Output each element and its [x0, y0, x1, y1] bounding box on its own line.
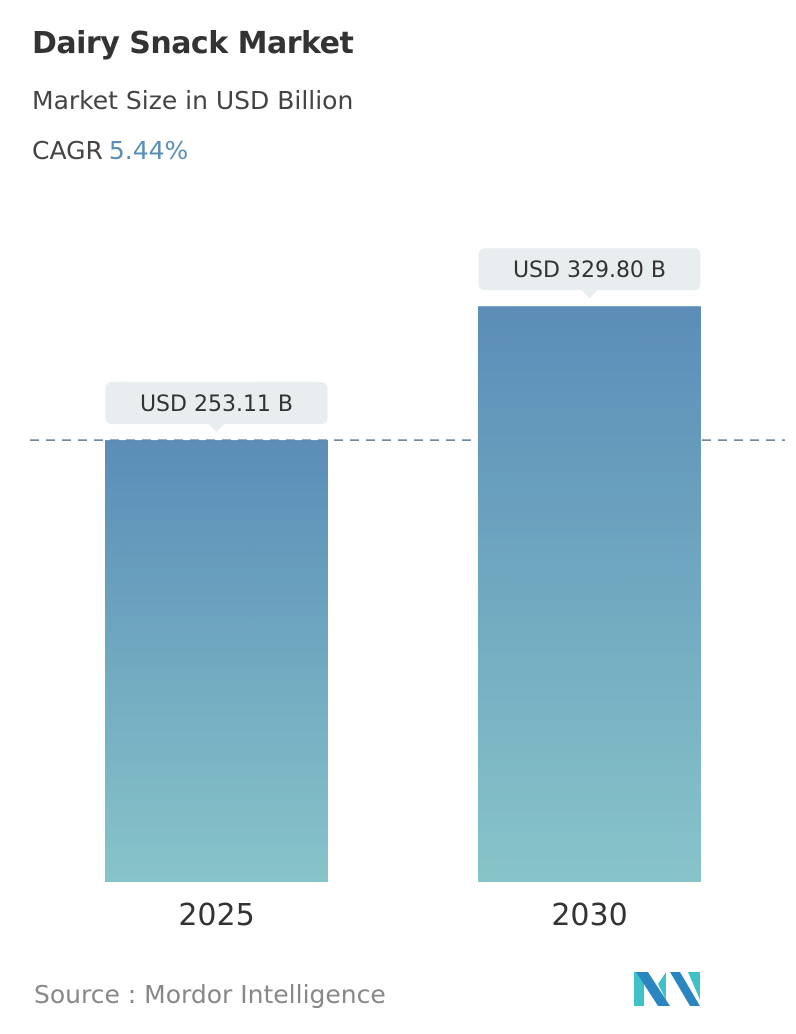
bar-2030: [478, 306, 701, 883]
bar-2025: [105, 440, 328, 882]
chart-subtitle: Market Size in USD Billion: [32, 86, 354, 115]
data-label-pointer: [208, 424, 225, 433]
x-tick-label: 2030: [551, 898, 627, 933]
chart-title: Dairy Snack Market: [32, 26, 354, 61]
data-label-pointer: [581, 290, 598, 299]
cagr: CAGR 5.44%: [32, 136, 188, 165]
cagr-label: CAGR: [32, 136, 103, 165]
data-label-box: [105, 382, 328, 425]
cagr-value: 5.44%: [108, 136, 189, 165]
source-text: Source : Mordor Intelligence: [34, 980, 386, 1009]
x-tick-label: 2025: [178, 898, 254, 933]
bar-chart: USD 253.11 B 2025 USD 329.80 B 2030: [30, 248, 785, 933]
data-label-box: [478, 248, 701, 291]
data-label: USD 329.80 B: [513, 258, 666, 283]
data-label: USD 253.11 B: [140, 392, 293, 417]
mordor-intelligence-logo-icon: [634, 972, 700, 1006]
